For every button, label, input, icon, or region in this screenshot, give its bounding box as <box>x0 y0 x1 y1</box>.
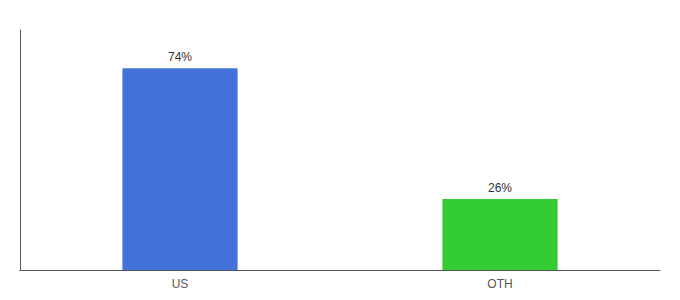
svg-text:26%: 26% <box>488 181 512 195</box>
svg-text:74%: 74% <box>168 50 192 64</box>
svg-text:OTH: OTH <box>487 277 512 291</box>
svg-text:US: US <box>172 277 189 291</box>
